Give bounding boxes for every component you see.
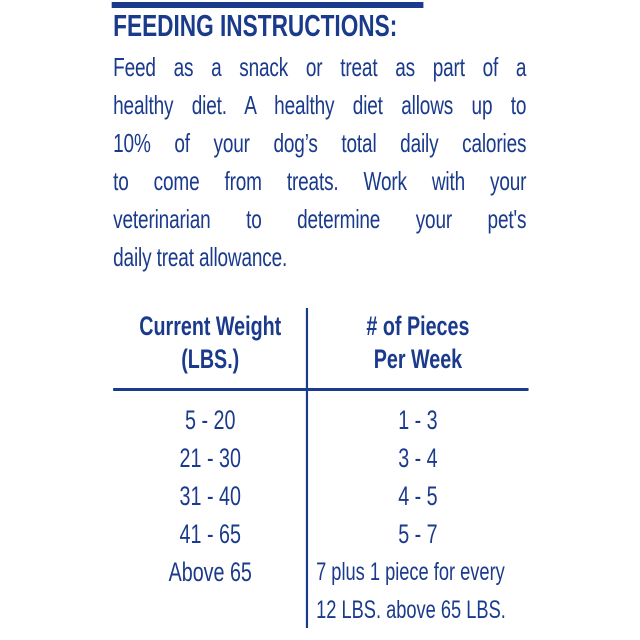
feeding-table: Current Weight (LBS.) # of Pieces Per We… — [113, 308, 529, 629]
table-row: 5 - 20 1 - 3 — [113, 401, 528, 439]
weight-cell: 41 - 65 — [179, 519, 241, 549]
weight-cell: 5 - 20 — [185, 405, 236, 435]
weight-column-header: Current Weight (LBS.) — [139, 311, 282, 374]
body-line: veterinarian to determine your pet's — [113, 204, 527, 234]
body-line: to come from treats. Work with your — [113, 166, 527, 196]
weight-cell: 31 - 40 — [179, 481, 241, 511]
pieces-cell: 4 - 5 — [398, 481, 438, 511]
table-row: 41 - 65 5 - 7 — [113, 515, 528, 553]
body-line: daily treat allowance. — [113, 242, 288, 272]
column-divider-line — [305, 308, 309, 628]
table-header-row: Current Weight (LBS.) # of Pieces Per We… — [113, 310, 528, 376]
cropped-text-remnant-bar — [111, 2, 424, 8]
page-title: FEEDING INSTRUCTIONS: — [113, 8, 398, 43]
pieces-cell: 7 plus 1 piece for every 12 LBS. above 6… — [316, 558, 506, 624]
feeding-instructions-paragraph: Feed as a snack or treat as part of a he… — [113, 48, 526, 276]
weight-cell: 21 - 30 — [179, 443, 241, 473]
pieces-cell: 3 - 4 — [398, 443, 438, 473]
pieces-column-header: # of Pieces Per Week — [366, 311, 470, 374]
body-line: healthy diet. A healthy diet allows up t… — [113, 90, 527, 120]
header-divider-rule — [113, 388, 529, 391]
table-row: 21 - 30 3 - 4 — [113, 439, 528, 477]
pieces-cell: 5 - 7 — [398, 519, 438, 549]
body-line: Feed as a snack or treat as part of a — [113, 52, 527, 82]
pieces-cell: 1 - 3 — [398, 405, 438, 435]
body-line: 10% of your dog’s total daily calories — [113, 128, 527, 158]
weight-cell: Above 65 — [168, 557, 252, 587]
table-row: 31 - 40 4 - 5 — [113, 477, 528, 515]
table-row: Above 65 7 plus 1 piece for every 12 LBS… — [113, 553, 528, 629]
